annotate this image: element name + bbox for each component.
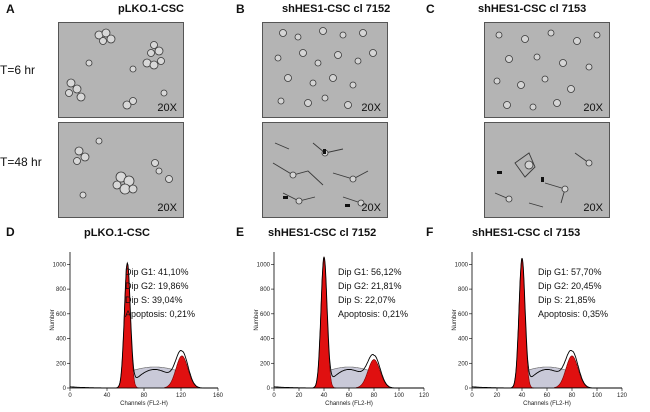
stats-d: Dip G1: 41,10% Dip G2: 19,86% Dip S: 39,…	[125, 265, 195, 321]
y-tick-label: 800	[458, 287, 469, 293]
panel-title-d: pLKO.1-CSC	[84, 227, 150, 239]
s-phase-area	[521, 366, 573, 389]
stat-dip-g2: Dip G2: 19,86%	[125, 281, 189, 291]
y-tick-label: 200	[260, 361, 271, 367]
histogram-e: 0 20 40 60 80 100 120 0 200 400 600 800 1000 Channels…	[254, 252, 430, 407]
y-axis-label: Number	[452, 309, 458, 330]
panel-letter-e: E	[236, 225, 245, 239]
panel-letter-a: A	[6, 2, 15, 16]
y-tick-label: 800	[260, 287, 271, 293]
s-phase-area	[323, 366, 375, 389]
y-tick-label: 0	[465, 386, 469, 392]
micrograph-a-6hr: 20X	[58, 22, 184, 118]
y-tick-label: 200	[56, 361, 67, 367]
magnification-label: 20X	[157, 202, 177, 214]
x-tick-label: 160	[213, 393, 224, 399]
x-tick-label: 80	[569, 393, 576, 399]
y-tick-label: 0	[63, 386, 67, 392]
x-tick-label: 40	[104, 393, 111, 399]
x-tick-label: 80	[141, 393, 148, 399]
stat-dip-s: Dip S: 39,04%	[125, 295, 183, 305]
histogram-d: 0 40 80 120 160 0 200 400 600 800 1000 Channels (FL…	[50, 252, 224, 407]
stat-apoptosis: Apoptosis: 0,21%	[125, 309, 196, 319]
micrograph-c-6hr-cells	[493, 29, 601, 111]
magnification-label: 20X	[361, 102, 381, 114]
row-label-6hr: T=6 hr	[0, 63, 36, 77]
stat-dip-g1: Dip G1: 56,12%	[338, 267, 402, 277]
y-tick-label: 400	[458, 337, 469, 343]
stat-apoptosis: Apoptosis: 0,21%	[338, 309, 409, 319]
stat-dip-g1: Dip G1: 57,70%	[538, 267, 602, 277]
y-tick-label: 600	[458, 312, 469, 318]
y-tick-label: 1000	[455, 262, 469, 268]
x-tick-label: 100	[592, 393, 603, 399]
micrograph-c-48hr: 20X	[484, 122, 610, 218]
magnification-label: 20X	[361, 202, 381, 214]
x-axis-label: Channels (FL2-H)	[523, 401, 571, 407]
magnification-label: 20X	[157, 102, 177, 114]
y-tick-label: 400	[56, 337, 67, 343]
stat-dip-g2: Dip G2: 21,81%	[338, 281, 402, 291]
panel-title-b: shHES1-CSC cl 7152	[282, 3, 391, 15]
micrograph-b-6hr: 20X	[262, 22, 388, 118]
panel-letter-b: B	[236, 2, 245, 16]
stat-dip-g1: Dip G1: 41,10%	[125, 267, 189, 277]
y-axis-label: Number	[50, 309, 56, 330]
micrograph-a-48hr: 20X	[58, 122, 184, 218]
y-tick-label: 0	[267, 386, 271, 392]
y-tick-label: 800	[56, 287, 67, 293]
panel-title-a: pLKO.1-CSC	[118, 3, 184, 15]
x-tick-label: 40	[321, 393, 328, 399]
panel-letter-d: D	[6, 225, 15, 239]
x-axis-label: Channels (FL2-H)	[120, 401, 168, 407]
x-tick-label: 0	[68, 393, 72, 399]
stat-dip-g2: Dip G2: 20,45%	[538, 281, 602, 291]
y-tick-label: 1000	[257, 262, 271, 268]
panel-letter-f: F	[426, 225, 434, 239]
micrograph-a-48hr-cells	[73, 137, 173, 199]
x-tick-label: 100	[394, 393, 405, 399]
stat-apoptosis: Apoptosis: 0,35%	[538, 309, 609, 319]
x-tick-label: 0	[272, 393, 276, 399]
y-axis-label: Number	[254, 309, 260, 330]
x-axis-label: Channels (FL2-H)	[325, 401, 373, 407]
x-tick-label: 120	[617, 393, 628, 399]
row-label-48hr: T=48 hr	[0, 155, 42, 169]
panel-letter-c: C	[426, 2, 435, 16]
y-tick-label: 200	[458, 361, 469, 367]
x-tick-label: 60	[544, 393, 551, 399]
x-tick-label: 40	[519, 393, 526, 399]
y-tick-label: 1000	[53, 262, 67, 268]
micrograph-b-6hr-cells	[274, 27, 377, 109]
micrograph-b-48hr-cells	[272, 142, 369, 207]
micrograph-b-48hr: 20X	[262, 122, 388, 218]
magnification-label: 20X	[583, 202, 603, 214]
y-tick-label: 600	[260, 312, 271, 318]
magnification-label: 20X	[583, 102, 603, 114]
x-tick-label: 0	[470, 393, 474, 399]
panel-title-c: shHES1-CSC cl 7153	[478, 3, 587, 15]
x-tick-label: 80	[371, 393, 378, 399]
histogram-f: 0 20 40 60 80 100 120 0 200 400 600 800 1000 Channels…	[452, 252, 628, 407]
x-tick-label: 120	[176, 393, 187, 399]
g1-peak	[311, 256, 337, 389]
micrograph-c-48hr-cells	[494, 152, 593, 208]
micrograph-c-6hr: 20X	[484, 22, 610, 118]
panel-title-e: shHES1-CSC cl 7152	[268, 227, 377, 239]
x-tick-label: 20	[494, 393, 501, 399]
y-tick-label: 400	[260, 337, 271, 343]
stat-dip-s: Dip S: 21,85%	[538, 295, 596, 305]
x-tick-label: 60	[346, 393, 353, 399]
y-tick-label: 600	[56, 312, 67, 318]
panel-title-f: shHES1-CSC cl 7153	[472, 227, 581, 239]
stat-dip-s: Dip S: 22,07%	[338, 295, 396, 305]
g1-peak	[509, 257, 535, 389]
x-tick-label: 20	[296, 393, 303, 399]
micrograph-a-6hr-cells	[65, 28, 168, 110]
stats-f: Dip G1: 57,70% Dip G2: 20,45% Dip S: 21,…	[538, 265, 608, 321]
stats-e: Dip G1: 56,12% Dip G2: 21,81% Dip S: 22,…	[338, 265, 408, 321]
x-tick-label: 120	[419, 393, 430, 399]
